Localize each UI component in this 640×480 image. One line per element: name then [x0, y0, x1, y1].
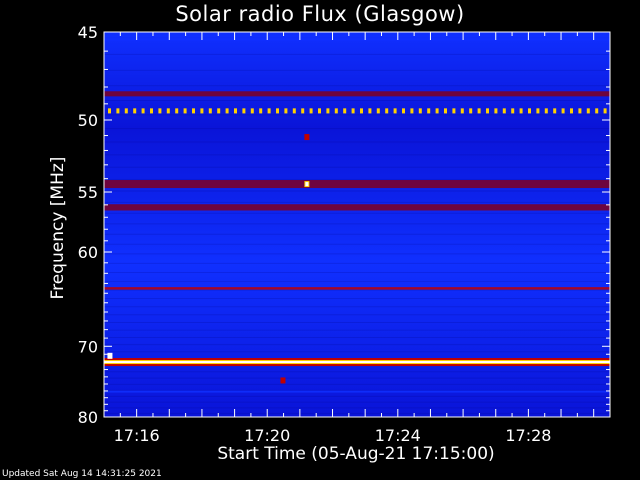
y-tick-label-2: 55: [78, 183, 98, 202]
spot-core-1: [305, 182, 309, 187]
y-tick-label-0: 45: [78, 23, 98, 42]
band-dotted-2: [108, 108, 607, 114]
spot-core-2: [108, 353, 112, 358]
band-peak-6: [104, 361, 610, 364]
band-1: [104, 91, 610, 97]
chart-title: Solar radio Flux (Glasgow): [175, 2, 465, 26]
band-7: [104, 390, 610, 393]
spot-0: [304, 134, 310, 141]
x-tick-label-3: 17:28: [505, 426, 551, 445]
y-tick-label-4: 70: [78, 337, 98, 356]
band-0: [104, 34, 610, 41]
band-5: [104, 287, 610, 290]
band-3: [104, 180, 610, 189]
spot-3: [280, 377, 286, 384]
band-4: [104, 204, 610, 211]
y-axis-label: Frequency [MHz]: [48, 156, 68, 300]
x-tick-label-2: 17:24: [375, 426, 421, 445]
update-timestamp: Updated Sat Aug 14 14:31:25 2021: [2, 469, 162, 479]
axes: 45 50 55 60 70 80 17:16 17:20 17:24 17:28: [78, 23, 611, 445]
y-tick-label-5: 80: [78, 408, 98, 427]
y-tick-label-3: 60: [78, 243, 98, 262]
plot-area: [104, 32, 610, 417]
x-tick-label-0: 17:16: [114, 426, 160, 445]
y-tick-label-1: 50: [78, 111, 98, 130]
x-tick-label-1: 17:20: [244, 426, 290, 445]
x-axis-label: Start Time (05-Aug-21 17:15:00): [217, 444, 495, 464]
plot-frame: [103, 31, 611, 418]
